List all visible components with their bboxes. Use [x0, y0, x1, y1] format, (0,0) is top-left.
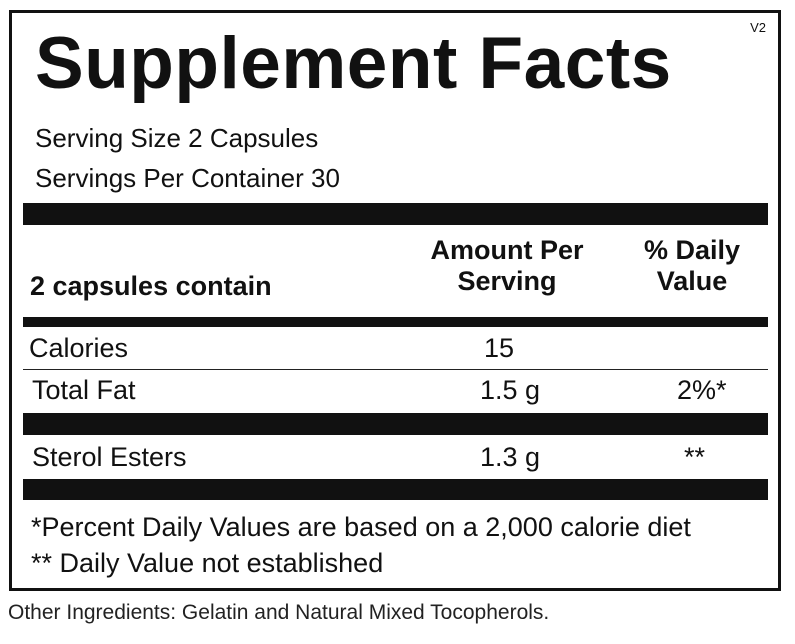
nutrient-amount: 1.3 g [480, 442, 541, 472]
supplement-facts-panel: V2 Supplement Facts Serving Size 2 Capsu… [9, 10, 781, 591]
column-header-amount-line1: Amount Per [430, 235, 584, 265]
column-header-amount: Amount Per Serving [417, 235, 597, 297]
nutrient-daily-value: 2%* [677, 375, 727, 405]
servings-per-container: Servings Per Container 30 [35, 163, 340, 193]
version-code: V2 [750, 20, 766, 35]
panel-title: Supplement Facts [35, 23, 672, 104]
column-header-amount-line2: Serving [457, 266, 557, 297]
footnote-daily-values: *Percent Daily Values are based on a 2,0… [31, 512, 691, 542]
serving-size: Serving Size 2 Capsules [35, 123, 319, 153]
nutrient-name: Calories [29, 333, 129, 363]
nutrient-amount: 1.5 g [480, 375, 541, 405]
row-divider [23, 369, 768, 370]
column-header-dv-line2: Value [656, 266, 728, 297]
nutrient-name: Total Fat [32, 375, 136, 405]
thick-divider-bottom [23, 479, 768, 500]
nutrient-daily-value: ** [684, 442, 706, 472]
nutrient-amount: 15 [484, 333, 515, 363]
nutrient-name: Sterol Esters [32, 442, 187, 472]
other-ingredients: Other Ingredients: Gelatin and Natural M… [8, 601, 550, 624]
column-header-daily-value: % Daily Value [622, 235, 762, 297]
column-header-dv-line1: % Daily [643, 235, 741, 265]
footnote-not-established: ** Daily Value not established [31, 548, 384, 578]
medium-divider-header [23, 317, 768, 327]
thick-divider-top [23, 203, 768, 225]
column-header-contents: 2 capsules contain [30, 271, 272, 301]
thick-divider-middle [23, 413, 768, 435]
